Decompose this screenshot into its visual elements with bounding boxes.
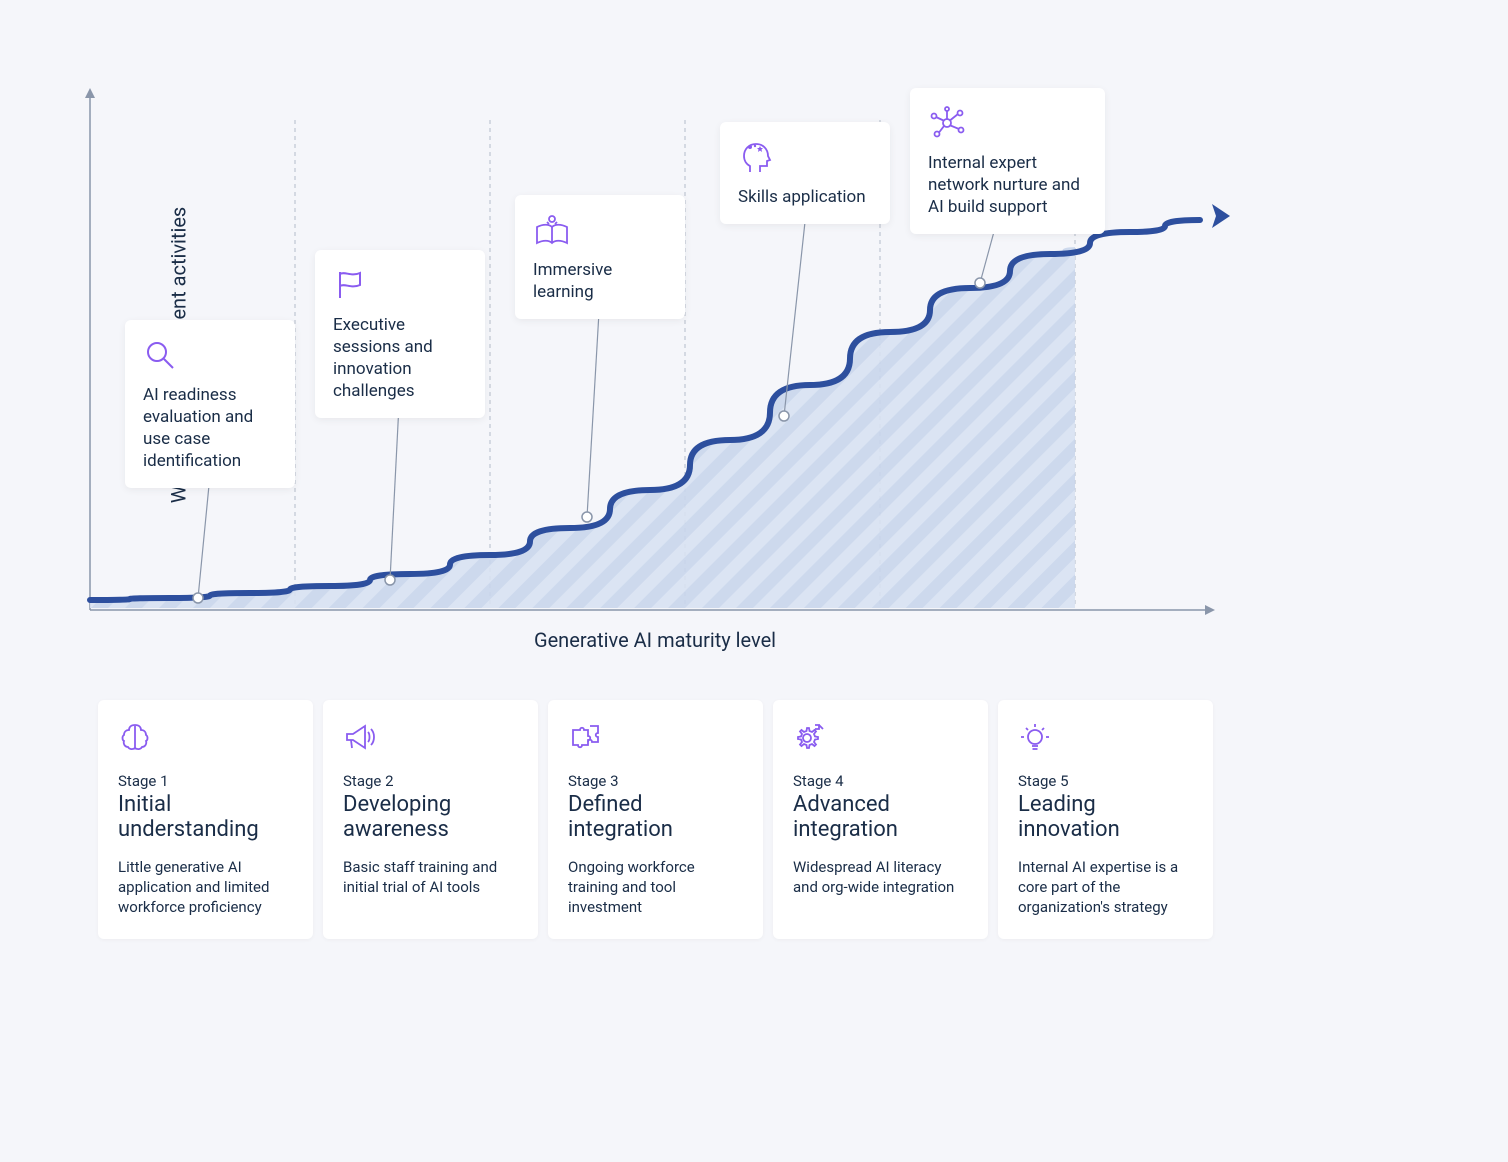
stage-number: Stage 4	[793, 772, 968, 790]
stage-title: Developing awareness	[343, 792, 518, 843]
callout-label: Executive sessions and innovation challe…	[333, 314, 467, 402]
callout-label: Skills application	[738, 186, 872, 208]
brain-icon	[118, 722, 293, 756]
stage-card: Stage 4 Advanced integration Widespread …	[773, 700, 988, 939]
stage-number: Stage 5	[1018, 772, 1193, 790]
bulb-icon	[1018, 722, 1193, 756]
stage-title: Leading innovation	[1018, 792, 1193, 843]
callout-card: Internal expert network nurture and AI b…	[910, 88, 1105, 234]
stage-desc: Widespread AI literacy and org-wide inte…	[793, 857, 968, 898]
magnifier-icon	[143, 338, 277, 374]
gear-icon	[793, 722, 968, 756]
puzzle-icon	[568, 722, 743, 756]
stage-title: Advanced integration	[793, 792, 968, 843]
stage-card: Stage 1 Initial understanding Little gen…	[98, 700, 313, 939]
stage-card: Stage 3 Defined integration Ongoing work…	[548, 700, 763, 939]
stage-number: Stage 1	[118, 772, 293, 790]
callout-card: AI readiness evaluation and use case ide…	[125, 320, 295, 488]
stages-row: Stage 1 Initial understanding Little gen…	[98, 700, 1213, 939]
x-axis-label: Generative AI maturity level	[534, 628, 776, 652]
stage-title: Defined integration	[568, 792, 743, 843]
flag-icon	[333, 268, 467, 304]
network-icon	[928, 106, 1087, 142]
stage-desc: Internal AI expertise is a core part of …	[1018, 857, 1193, 918]
stage-desc: Basic staff training and initial trial o…	[343, 857, 518, 898]
head-icon	[738, 140, 872, 176]
callout-label: Internal expert network nurture and AI b…	[928, 152, 1087, 218]
megaphone-icon	[343, 722, 518, 756]
callout-label: Immersive learning	[533, 259, 667, 303]
stage-number: Stage 2	[343, 772, 518, 790]
callout-card: Skills application	[720, 122, 890, 224]
stage-title: Initial understanding	[118, 792, 293, 843]
stage-desc: Ongoing workforce training and tool inve…	[568, 857, 743, 918]
stage-desc: Little generative AI application and lim…	[118, 857, 293, 918]
callout-label: AI readiness evaluation and use case ide…	[143, 384, 277, 472]
stage-card: Stage 5 Leading innovation Internal AI e…	[998, 700, 1213, 939]
stage-card: Stage 2 Developing awareness Basic staff…	[323, 700, 538, 939]
stage-number: Stage 3	[568, 772, 743, 790]
callout-card: Immersive learning	[515, 195, 685, 319]
maturity-chart: Workforce development activities Generat…	[90, 100, 1220, 610]
callout-card: Executive sessions and innovation challe…	[315, 250, 485, 418]
book-icon	[533, 213, 667, 249]
